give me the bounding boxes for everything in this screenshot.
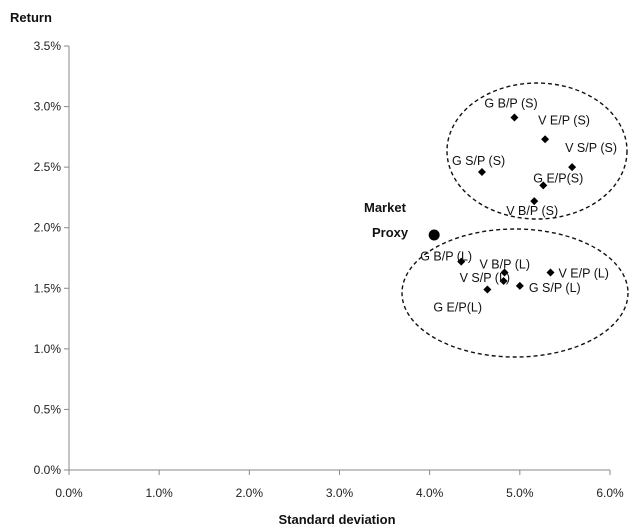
y-tick-label: 2.5% (34, 160, 62, 174)
data-point-marker (483, 285, 492, 294)
data-point-marker (499, 277, 508, 286)
data-point-marker (546, 268, 555, 277)
x-tick-label: 6.0% (596, 486, 624, 500)
data-point-label: G S/P (L) (529, 281, 581, 295)
data-point-marker (539, 181, 548, 190)
y-ticks: 0.0% 0.5% 1.0% 1.5% 2.0% 2.5% 3.0% 3.5% (34, 39, 69, 477)
x-tick-label: 5.0% (506, 486, 534, 500)
x-tick-label: 4.0% (416, 486, 444, 500)
data-point-label: G E/P(L) (433, 300, 482, 314)
data-point-label: V B/P (L) (480, 258, 530, 272)
data-point-marker (530, 197, 539, 206)
data-point-marker (568, 163, 577, 172)
x-axis-title: Standard deviation (278, 512, 395, 527)
data-point-label: V B/P (S) (506, 204, 558, 218)
large-cap-cluster-ellipse (401, 228, 629, 358)
data-point-marker (541, 135, 550, 144)
data-point-marker (477, 167, 486, 176)
data-point-marker (457, 257, 466, 266)
data-point-marker (515, 281, 524, 290)
market-proxy-label-line2: Proxy (372, 225, 409, 240)
data-point-marker (500, 268, 509, 277)
x-tick-label: 2.0% (236, 486, 264, 500)
x-tick-label: 0.0% (55, 486, 83, 500)
small-cap-cluster-ellipse (446, 82, 628, 220)
y-tick-label: 0.0% (34, 463, 62, 477)
y-tick-label: 1.5% (34, 281, 62, 295)
data-point-label: V E/P (L) (558, 267, 608, 281)
data-point-label: G E/P(S) (533, 171, 583, 185)
data-point-label: G B/P (L) (420, 250, 472, 264)
y-tick-label: 1.0% (34, 342, 62, 356)
data-point-label: V S/P (L) (460, 271, 510, 285)
market-proxy-point (428, 229, 440, 241)
x-ticks: 0.0% 1.0% 2.0% 3.0% 4.0% 5.0% 6.0% (55, 470, 624, 500)
y-axis-title: Return (10, 10, 52, 25)
x-tick-label: 1.0% (145, 486, 173, 500)
data-point-label: V E/P (S) (538, 113, 590, 127)
data-point-marker (510, 113, 519, 122)
market-proxy-label-line1: Market (364, 200, 407, 215)
data-point-label: G S/P (S) (452, 154, 505, 168)
data-point-label: V S/P (S) (565, 141, 617, 155)
y-tick-label: 3.5% (34, 39, 62, 53)
y-tick-label: 3.0% (34, 100, 62, 114)
y-tick-label: 2.0% (34, 221, 62, 235)
data-points: G B/P (S)V E/P (S) V S/P (S) G S/P (S) G E/… (420, 96, 617, 314)
x-tick-label: 3.0% (326, 486, 354, 500)
y-tick-label: 0.5% (34, 402, 62, 416)
market-proxy: Market Proxy (364, 200, 440, 241)
data-point-label: G B/P (S) (484, 96, 537, 110)
